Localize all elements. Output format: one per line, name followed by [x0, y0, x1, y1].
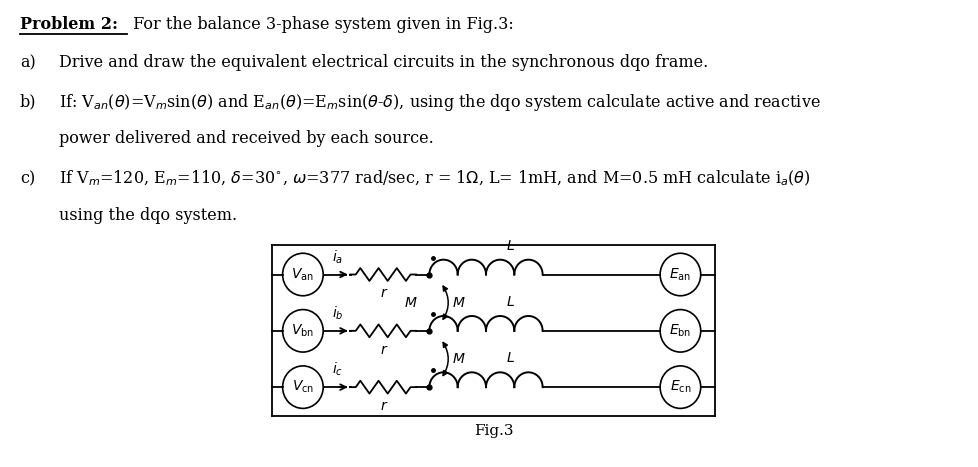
Text: For the balance 3-phase system given in Fig.3:: For the balance 3-phase system given in …	[128, 16, 513, 34]
Text: b): b)	[20, 93, 36, 111]
Text: r: r	[379, 286, 385, 300]
Text: L: L	[507, 295, 514, 309]
Text: using the dqo system.: using the dqo system.	[60, 207, 238, 224]
Text: If: V$_{an}$($\theta$)=V$_{m}$sin($\theta$) and E$_{an}$($\theta$)=E$_{m}$sin($\: If: V$_{an}$($\theta$)=V$_{m}$sin($\thet…	[60, 92, 821, 113]
Text: $V_{\rm bn}$: $V_{\rm bn}$	[291, 323, 314, 339]
Text: r: r	[379, 399, 385, 413]
Text: M: M	[404, 296, 416, 310]
FancyArrowPatch shape	[443, 286, 448, 319]
Text: Problem 2:: Problem 2:	[20, 16, 117, 34]
Text: $i_{a}$: $i_{a}$	[332, 248, 342, 266]
Text: $V_{\rm cn}$: $V_{\rm cn}$	[291, 379, 314, 396]
Text: r: r	[379, 343, 385, 357]
Text: If V$_{m}$=120, E$_{m}$=110, $\delta$=30$^{\circ}$, $\omega$=377 rad/sec, r = 1$: If V$_{m}$=120, E$_{m}$=110, $\delta$=30…	[60, 169, 811, 188]
Text: c): c)	[20, 170, 35, 188]
Text: Fig.3: Fig.3	[473, 424, 512, 438]
Text: $i_{b}$: $i_{b}$	[332, 304, 342, 322]
Text: M: M	[453, 296, 465, 310]
Text: a): a)	[20, 54, 35, 71]
Text: $V_{\rm an}$: $V_{\rm an}$	[291, 266, 314, 283]
Text: power delivered and received by each source.: power delivered and received by each sou…	[60, 130, 433, 147]
Text: $E_{\rm cn}$: $E_{\rm cn}$	[669, 379, 690, 396]
Text: L: L	[507, 351, 514, 365]
FancyArrowPatch shape	[443, 342, 448, 375]
Text: $E_{\rm bn}$: $E_{\rm bn}$	[669, 323, 690, 339]
Text: $E_{\rm an}$: $E_{\rm an}$	[669, 266, 690, 283]
Text: L: L	[507, 239, 514, 253]
Text: $i_{c}$: $i_{c}$	[332, 361, 342, 378]
Text: Drive and draw the equivalent electrical circuits in the synchronous dqo frame.: Drive and draw the equivalent electrical…	[60, 54, 708, 71]
Text: M: M	[453, 352, 465, 366]
